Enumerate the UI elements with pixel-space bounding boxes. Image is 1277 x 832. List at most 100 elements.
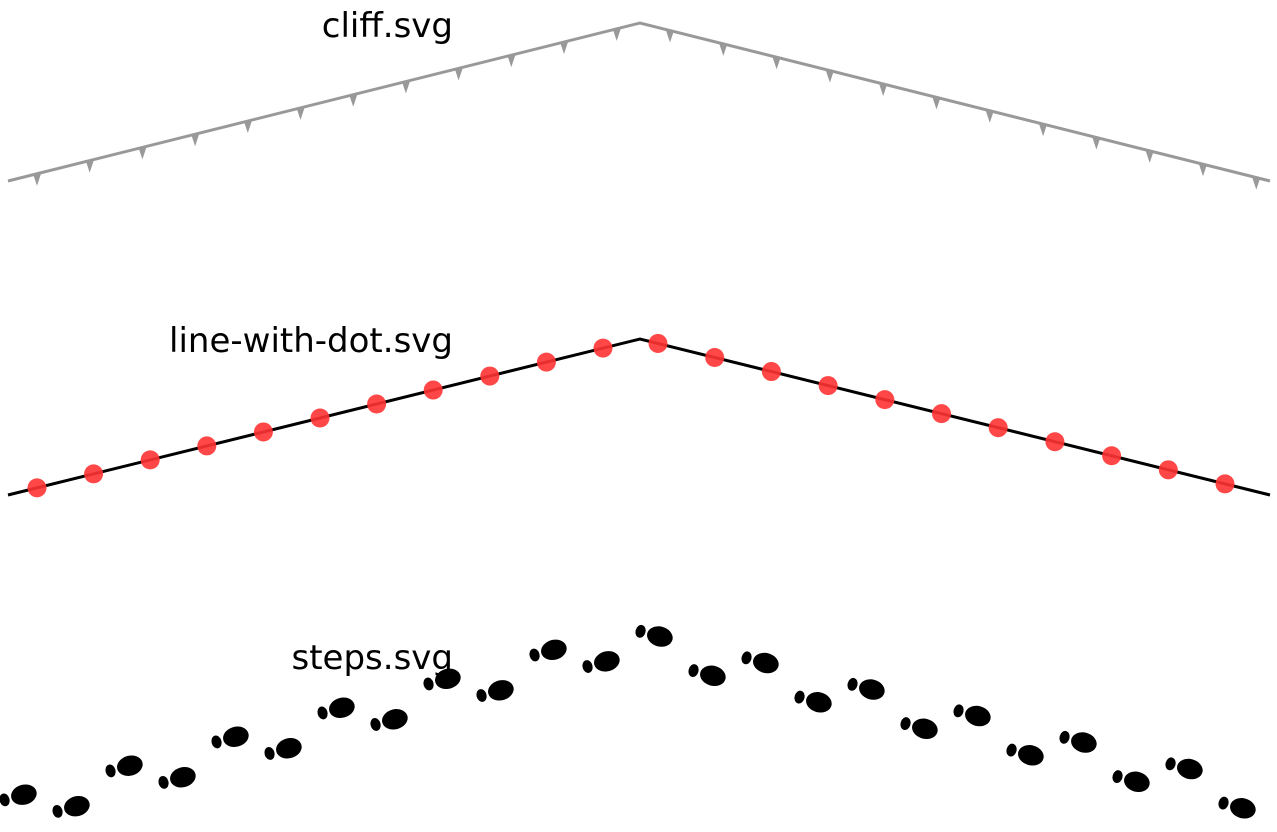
footprint xyxy=(52,795,90,818)
footprint-heel xyxy=(1218,796,1229,810)
footprint-sole xyxy=(64,795,90,817)
cliff-tick xyxy=(138,147,147,160)
footprint-heel xyxy=(900,717,911,731)
footprint xyxy=(211,726,249,749)
cliff-tick xyxy=(349,94,358,107)
footprint-sole xyxy=(541,639,567,661)
footprint-heel xyxy=(476,689,487,702)
cliff-tick xyxy=(719,43,728,56)
footprint xyxy=(264,738,302,760)
footprint-sole xyxy=(912,718,938,740)
dot xyxy=(648,333,668,353)
footprint-heel xyxy=(953,704,964,718)
dot xyxy=(593,338,613,358)
footprint-heel xyxy=(317,706,328,720)
dot xyxy=(818,376,838,396)
footprint-sole xyxy=(276,738,302,759)
cliff-tick xyxy=(454,68,463,81)
footprint-sole xyxy=(1177,758,1203,780)
cliff-sample xyxy=(7,21,1271,190)
dot xyxy=(84,464,104,484)
footprint-sole xyxy=(859,679,885,700)
footprint-heel xyxy=(635,624,646,638)
cliff-tick xyxy=(879,83,888,96)
dot xyxy=(1045,432,1065,452)
footprint-sole xyxy=(223,726,249,747)
dot xyxy=(367,394,387,414)
dot xyxy=(1102,446,1122,466)
dot xyxy=(140,450,160,470)
footprint-heel xyxy=(847,677,858,691)
footprint-heel xyxy=(0,793,10,807)
line-with-dot-sample xyxy=(7,333,1271,498)
footprint-sole xyxy=(700,665,726,687)
footprint xyxy=(1112,770,1150,793)
footprint-heel xyxy=(1112,770,1123,784)
footprint-sole xyxy=(1071,732,1097,753)
cliff-tick xyxy=(191,134,200,147)
footprint-heel xyxy=(370,718,381,731)
cliff-tick xyxy=(1199,164,1207,177)
footprint-heel xyxy=(1165,757,1176,771)
footprint-sole xyxy=(806,692,832,713)
footprint-heel xyxy=(794,690,805,704)
dot xyxy=(705,347,725,367)
footprint xyxy=(317,697,355,720)
footprint-sole xyxy=(647,626,673,647)
dot xyxy=(1215,474,1235,494)
footprint xyxy=(1218,796,1256,819)
footprint xyxy=(423,668,461,691)
footprint xyxy=(741,651,779,674)
footprint xyxy=(900,717,938,740)
footprint-heel xyxy=(105,764,116,778)
footprint-heel xyxy=(158,775,169,789)
dot xyxy=(761,362,781,382)
footprint xyxy=(847,677,885,700)
footprint-heel xyxy=(264,747,275,760)
cliff-tick xyxy=(1039,124,1048,137)
cliff-tick xyxy=(666,30,674,43)
footprint-heel xyxy=(423,677,434,691)
footprint-heel xyxy=(1059,730,1070,744)
dot-line xyxy=(7,337,1271,497)
cliff-tick xyxy=(401,81,410,94)
dot xyxy=(423,380,443,400)
footprint xyxy=(1006,743,1044,766)
footprint xyxy=(158,766,196,789)
cliff-tick xyxy=(33,173,41,186)
dot xyxy=(536,352,556,372)
footprint-sole xyxy=(753,652,779,674)
footprint-sole xyxy=(1230,798,1256,819)
footprint-sole xyxy=(1124,771,1150,793)
dot xyxy=(932,404,951,424)
footprint xyxy=(635,624,673,647)
footprint-sole xyxy=(117,755,143,776)
cliff-tick xyxy=(1145,150,1154,163)
footprint xyxy=(1165,757,1203,780)
footprint-sole xyxy=(1018,745,1044,766)
pattern-label: cliff.svg xyxy=(322,6,453,46)
footprint xyxy=(105,755,143,778)
cliff-tick xyxy=(85,160,94,173)
footprint-heel xyxy=(688,664,699,678)
footprint xyxy=(1059,730,1097,753)
footprint-sole xyxy=(594,651,620,672)
footprint xyxy=(0,784,37,807)
steps-sample xyxy=(0,624,1256,819)
cliff-tick xyxy=(985,110,994,123)
cliff-tick xyxy=(825,70,834,83)
footprint xyxy=(370,709,408,731)
footprint-heel xyxy=(1006,743,1017,757)
footprint-heel xyxy=(741,651,752,665)
footprint-heel xyxy=(529,648,540,662)
pattern-label: steps.svg xyxy=(292,638,453,678)
footprint-sole xyxy=(382,709,408,730)
cliff-tick xyxy=(1092,137,1101,150)
dot xyxy=(875,390,895,410)
footprint xyxy=(529,639,567,662)
footprint xyxy=(688,664,726,687)
footprint-sole xyxy=(11,784,37,805)
cliff-tick xyxy=(507,55,516,68)
dot xyxy=(988,418,1008,438)
